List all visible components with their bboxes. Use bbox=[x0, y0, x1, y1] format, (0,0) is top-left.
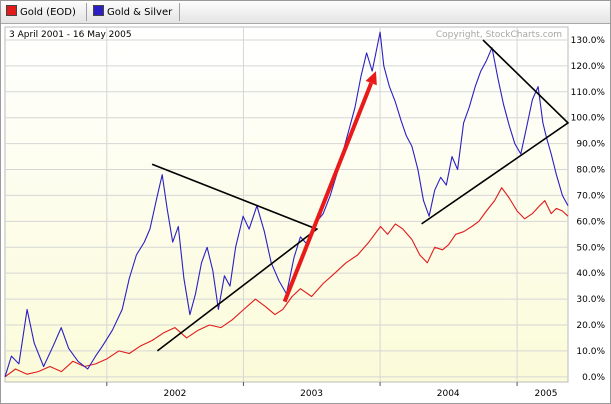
x-tick-label: 2003 bbox=[300, 389, 323, 399]
series-line-gold-eod bbox=[4, 187, 569, 378]
x-tick-label: 2002 bbox=[163, 389, 186, 399]
x-axis: 2002 2003 2004 2005 bbox=[106, 382, 558, 399]
x-tick-label: 2005 bbox=[535, 389, 558, 399]
legend-item-gold-silver[interactable]: Gold & Silver bbox=[93, 5, 172, 19]
legend-label-gold: Gold (EOD) bbox=[20, 7, 76, 18]
chart-area: 3 April 2001 - 16 May 2005 Copyright, St… bbox=[4, 26, 606, 399]
y-tick-label: 60.0% bbox=[576, 217, 605, 227]
y-axis: 0.0% 10.0% 20.0% 30.0% 40.0% 50.0% 60.0% 70.0% 8… bbox=[571, 36, 606, 383]
x-tick-label: 2004 bbox=[437, 389, 460, 399]
y-tick-label: 50.0% bbox=[576, 243, 605, 253]
y-tick-label: 130.0% bbox=[571, 36, 606, 46]
y-tick-label: 80.0% bbox=[576, 166, 605, 176]
y-tick-label: 90.0% bbox=[576, 140, 605, 150]
y-tick-label: 30.0% bbox=[576, 295, 605, 305]
legend-swatch-gold-silver bbox=[93, 5, 104, 16]
legend-separator bbox=[179, 3, 180, 21]
arrow-shaft bbox=[282, 82, 374, 303]
y-tick-label: 40.0% bbox=[576, 269, 605, 279]
y-tick-label: 10.0% bbox=[576, 347, 605, 357]
legend-swatch-gold bbox=[6, 5, 17, 16]
trendline-triangle bbox=[151, 163, 319, 352]
y-tick-label: 120.0% bbox=[571, 62, 606, 72]
trendline-triangle bbox=[421, 39, 570, 225]
legend-bar: Gold (EOD) Gold & Silver bbox=[1, 1, 610, 24]
legend-item-gold[interactable]: Gold (EOD) bbox=[6, 5, 76, 19]
y-tick-label: 100.0% bbox=[571, 114, 606, 124]
legend-separator bbox=[86, 3, 87, 21]
y-tick-label: 110.0% bbox=[571, 88, 606, 98]
plot-background bbox=[4, 26, 569, 383]
grid bbox=[5, 27, 568, 382]
y-tick-label: 0.0% bbox=[582, 373, 605, 383]
annotations bbox=[151, 39, 570, 352]
date-range-label: 3 April 2001 - 16 May 2005 bbox=[9, 30, 132, 40]
legend-label-gold-silver: Gold & Silver bbox=[107, 7, 173, 18]
copyright-watermark: Copyright, StockCharts.com bbox=[436, 30, 562, 40]
y-tick-label: 20.0% bbox=[576, 321, 605, 331]
y-tick-label: 70.0% bbox=[576, 191, 605, 201]
arrow-head bbox=[365, 71, 377, 86]
